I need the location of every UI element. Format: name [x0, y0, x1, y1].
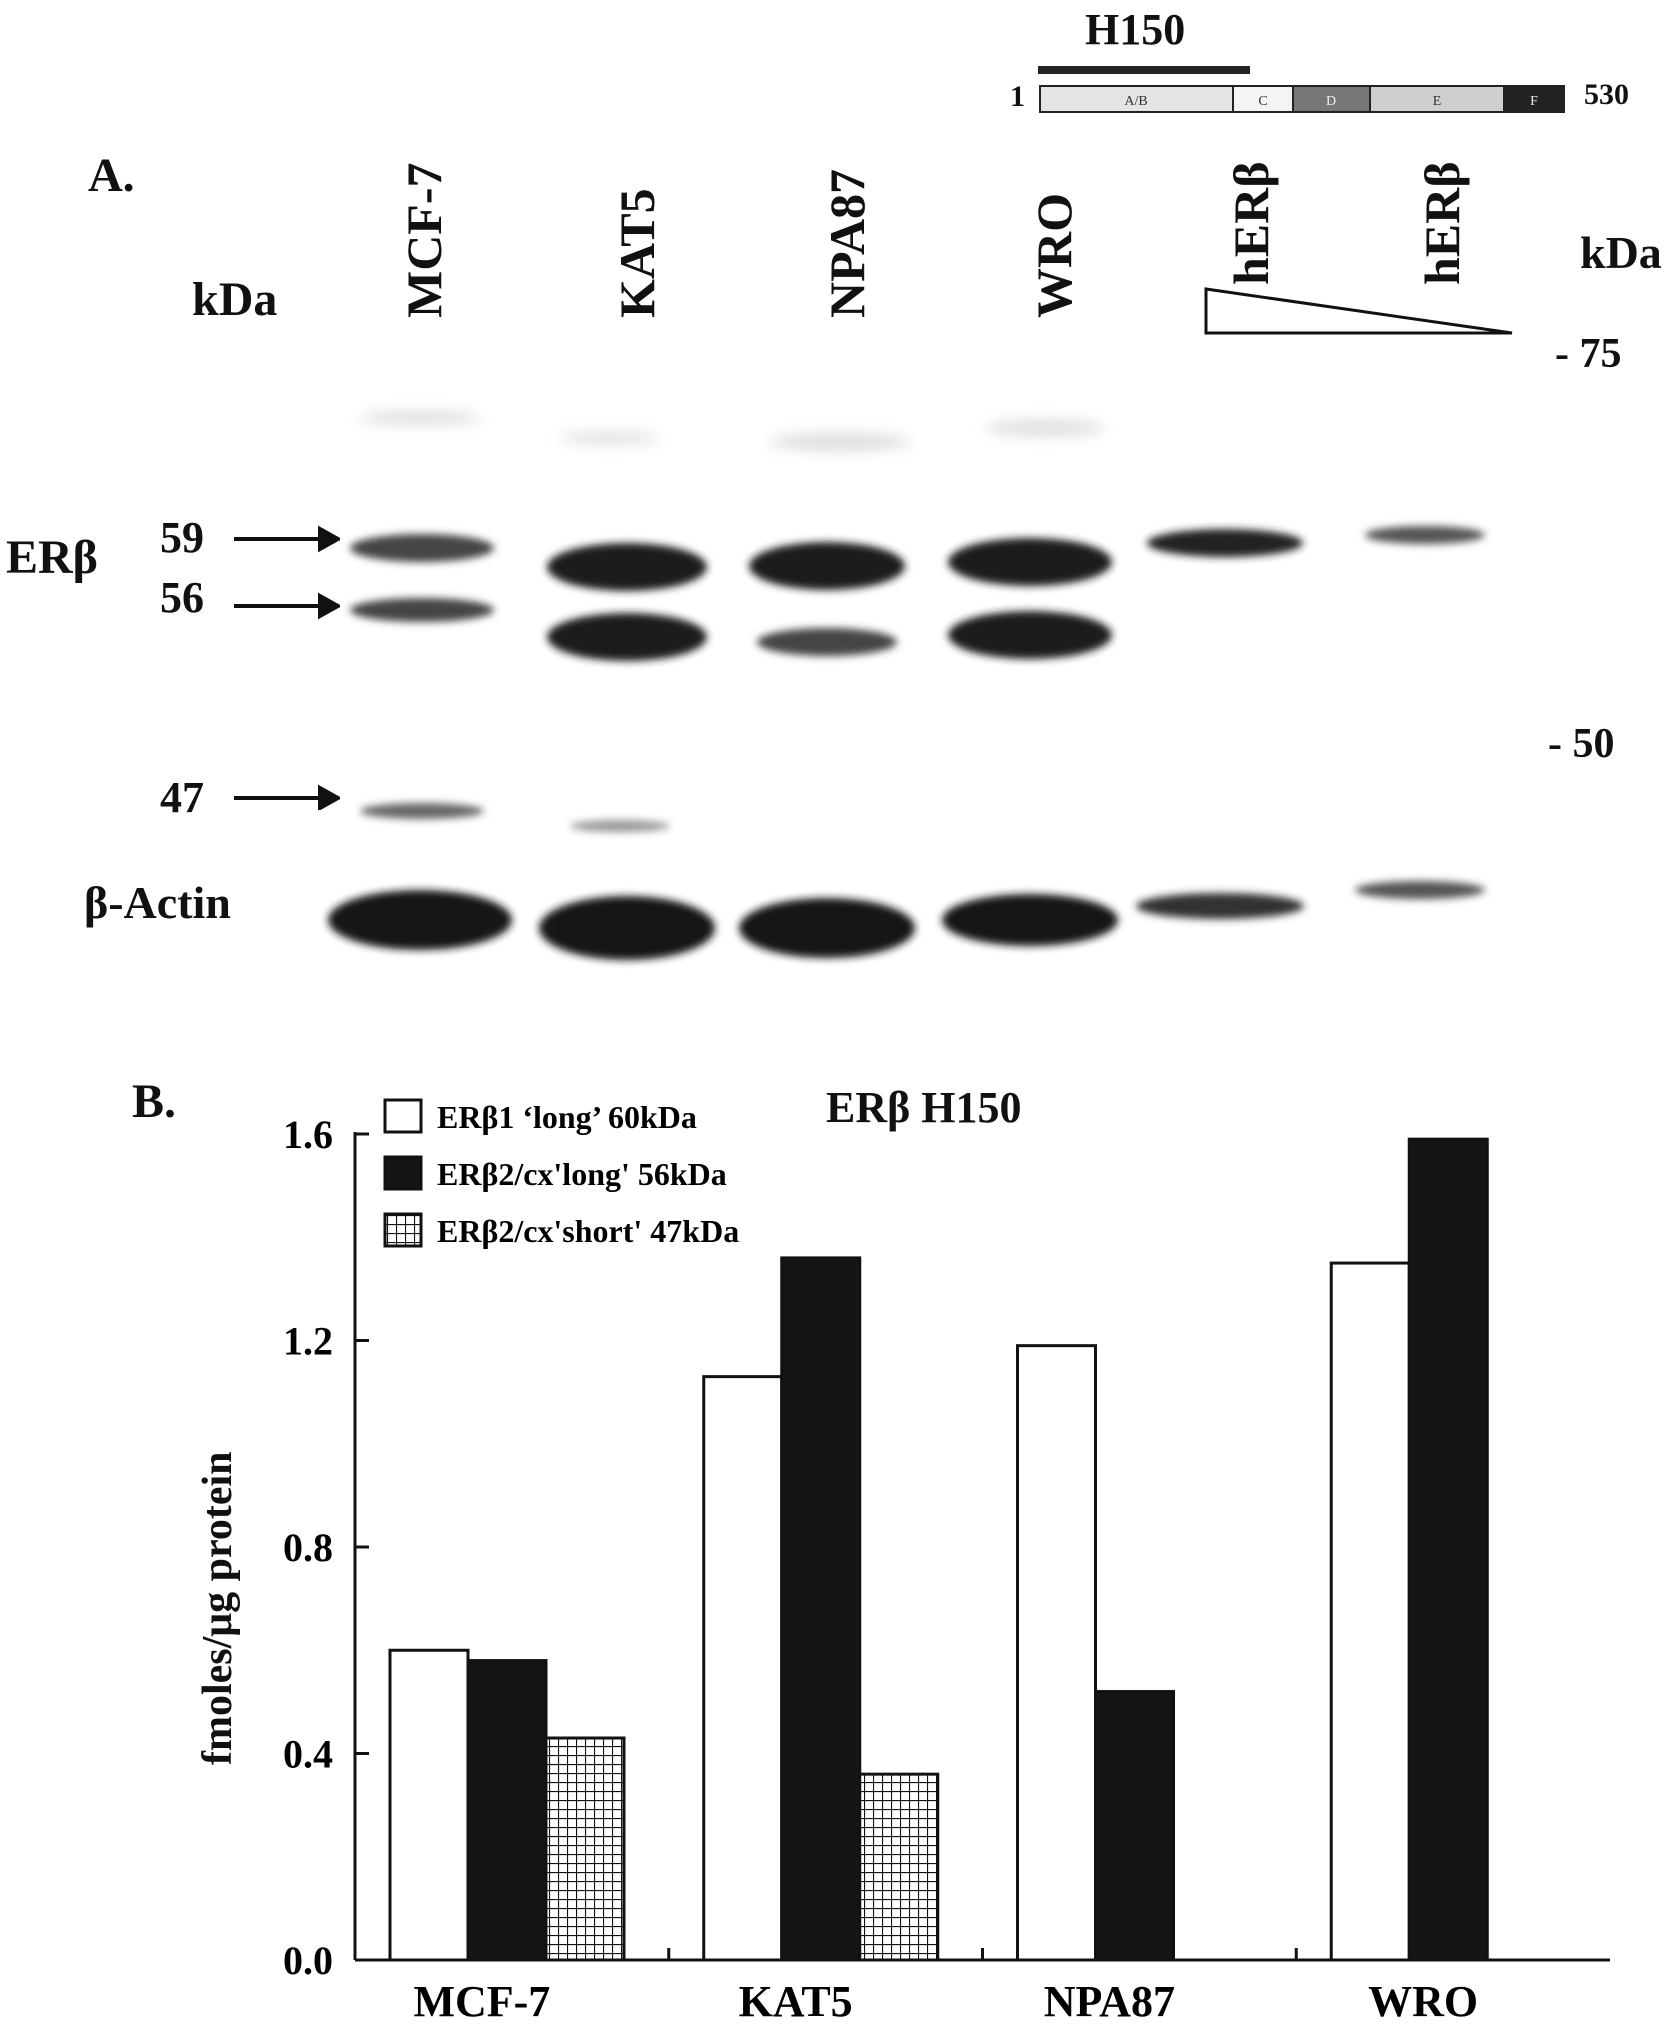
legend-entry: ERβ2/cx'short' 47kDa: [437, 1213, 739, 1249]
lane-label-herb-1: hERβ: [1223, 161, 1279, 285]
arrow-icon: [234, 525, 340, 553]
legend-entry: ERβ1 ‘long’ 60kDa: [437, 1099, 697, 1135]
bar-mcf7-series2: [466, 1659, 548, 1962]
band-mcf7-47: [360, 803, 484, 819]
band-mcf7-actin: [328, 890, 512, 950]
band-label-47: 47: [160, 773, 204, 822]
antibody-epitope-bar: [1038, 66, 1250, 74]
faint-band: [560, 433, 660, 443]
band-npa87-actin: [739, 898, 915, 958]
band-mcf7-56: [350, 598, 494, 622]
legend-swatch: [383, 1098, 423, 1134]
panel-b-label: B.: [132, 1075, 177, 1128]
y-tick-label: 0.8: [283, 1525, 333, 1570]
lane-label-npa87: NPA87: [819, 168, 875, 318]
band-wro-59: [948, 538, 1112, 586]
bar-mcf7-series3: [544, 1736, 626, 1962]
band-wro-56: [948, 611, 1112, 659]
band-arrows: [234, 525, 340, 810]
band-herb1-actin: [1136, 893, 1304, 919]
band-kat5-actin: [539, 896, 715, 960]
kda-left-label: kDa: [192, 273, 278, 326]
bar-kat5-series1: [702, 1375, 784, 1962]
band-herb1-59: [1147, 529, 1303, 557]
legend-swatch: [383, 1155, 423, 1191]
y-tick-label: 0.4: [283, 1732, 333, 1777]
actin-label: β-Actin: [84, 877, 231, 928]
faint-band: [360, 412, 480, 424]
bar-mcf7-series1: [388, 1648, 470, 1962]
faint-band: [770, 434, 910, 450]
lane-label-mcf7: MCF-7: [396, 162, 452, 319]
lane-label-wro: WRO: [1026, 193, 1082, 318]
construct-start: 1: [1010, 80, 1025, 113]
domain-f: [1503, 85, 1565, 113]
domain-construct: A/B C D E F: [1038, 66, 1565, 113]
x-tick-label: KAT5: [739, 1977, 853, 2026]
bar-wro-series1: [1329, 1261, 1411, 1962]
construct-end: 530: [1584, 78, 1629, 111]
legend-swatch: [383, 1212, 423, 1248]
band-mcf7-59: [350, 534, 494, 562]
legend-entry: ERβ2/cx'long' 56kDa: [437, 1156, 727, 1192]
bar-chart: ERβ1 ‘long’ 60kDa ERβ2/cx'long' 56kDa ERβ2…: [283, 1098, 1610, 2026]
concentration-wedge: [1204, 287, 1513, 335]
domain-ab-label: A/B: [1124, 94, 1147, 109]
panel-a-label: A.: [88, 149, 135, 202]
band-herb2-actin: [1355, 881, 1485, 899]
bar-kat5-series3: [858, 1772, 940, 1962]
band-kat5-56: [547, 613, 707, 661]
band-label-56: 56: [160, 573, 204, 622]
band-wro-actin: [942, 894, 1118, 946]
domain-c: [1232, 85, 1294, 113]
x-tick-label: NPA87: [1044, 1977, 1175, 2026]
protein-label: ERβ: [6, 531, 98, 584]
band-kat5-59: [547, 543, 707, 591]
marker-50: - 50: [1548, 721, 1615, 767]
domain-d-label: D: [1326, 94, 1336, 109]
band-npa87-56: [757, 628, 897, 656]
faint-band: [985, 421, 1105, 435]
domain-e-label: E: [1433, 94, 1442, 109]
band-kat5-47: [570, 820, 670, 832]
y-tick-label: 1.2: [283, 1319, 333, 1364]
band-herb2-59: [1365, 526, 1485, 544]
bar-wro-series2: [1407, 1137, 1489, 1962]
bar-npa87-series2: [1094, 1690, 1175, 1962]
y-tick-label: 1.6: [283, 1112, 333, 1157]
x-tick-label: MCF-7: [413, 1977, 550, 2026]
y-tick-label: 0.0: [283, 1938, 333, 1983]
band-npa87-59: [749, 542, 905, 590]
bar-npa87-series1: [1016, 1344, 1097, 1962]
bar-kat5-series2: [780, 1256, 862, 1962]
domain-ab: [1039, 85, 1234, 113]
x-tick-label: WRO: [1368, 1977, 1478, 2026]
arrow-icon: [234, 592, 340, 620]
domain-c-label: C: [1258, 94, 1267, 109]
lane-label-kat5: KAT5: [609, 188, 665, 318]
marker-75: - 75: [1555, 331, 1622, 377]
domain-d: [1292, 85, 1371, 113]
lane-label-herb-2: hERβ: [1414, 161, 1470, 285]
domain-f-label: F: [1530, 94, 1538, 109]
band-label-59: 59: [160, 513, 204, 562]
kda-right-label: kDa: [1580, 227, 1662, 278]
arrow-icon: [234, 784, 340, 810]
western-blot: [328, 412, 1485, 960]
antibody-label: H150: [1085, 5, 1186, 54]
chart-title: ERβ H150: [826, 1083, 1022, 1132]
